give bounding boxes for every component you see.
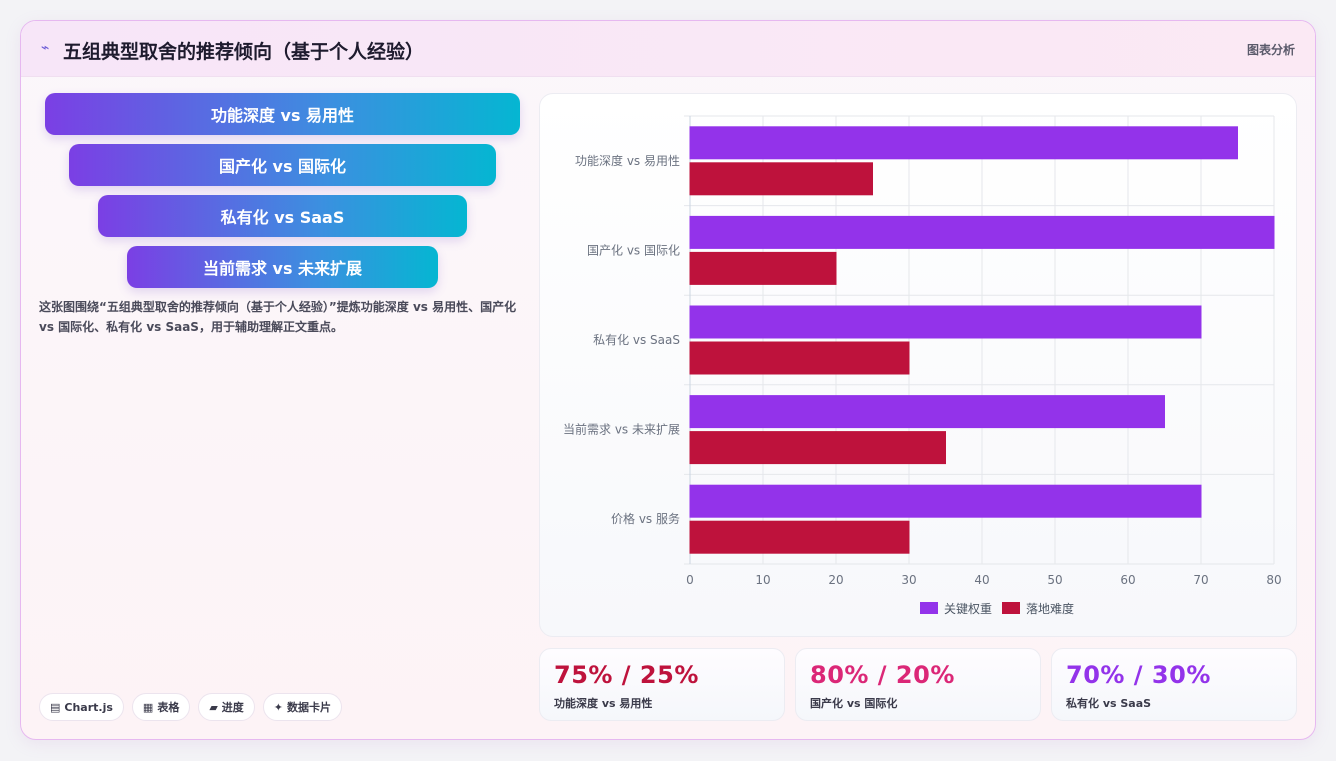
chart-panel: 功能深度 vs 易用性国产化 vs 国际化 私有化 vs SaaS 当前需求 vs …: [539, 93, 1297, 637]
chip-chartjs[interactable]: ▤ Chart.js: [39, 693, 124, 721]
pill-item: 国产化 vs 国际化: [69, 144, 496, 186]
bar: [689, 305, 1202, 339]
chip-label: Chart.js: [64, 700, 113, 714]
chip-progress[interactable]: ▰ 进度: [198, 693, 255, 721]
chip-datacard[interactable]: ✦ 数据卡片: [262, 693, 343, 721]
x-tick-label: 20: [828, 573, 843, 587]
pill-item: 当前需求 vs 未来扩展: [127, 246, 438, 288]
feature-chips: ▤ Chart.js ▦ 表格 ▰ 进度 ✦ 数据卡片: [39, 693, 343, 721]
bar: [689, 520, 910, 554]
y-tick-label: 价格 vs 服务: [611, 511, 680, 526]
bar: [689, 341, 910, 375]
bar: [689, 215, 1275, 249]
datacard-icon: ✦: [273, 700, 284, 714]
stat-card: 80% / 20% 国产化 vs 国际化: [795, 648, 1041, 721]
pill-item: 功能深度 vs 易用性: [45, 93, 520, 135]
bar: [689, 126, 1238, 160]
x-tick-label: 70: [1193, 573, 1208, 587]
sparkle-line-icon: ⌁: [41, 40, 50, 56]
progress-icon: ▰: [209, 700, 218, 714]
x-tick-label: 80: [1266, 573, 1281, 587]
stat-value: 80% / 20%: [810, 661, 955, 689]
legend-swatch: [1002, 602, 1020, 614]
y-tick-label: 私有化 vs SaaS: [593, 333, 680, 347]
stat-card: 70% / 30% 私有化 vs SaaS: [1051, 648, 1297, 721]
chart-analysis-tag: 图表分析: [1246, 43, 1295, 57]
chip-table[interactable]: ▦ 表格: [131, 693, 191, 721]
y-tick-label: 国产化 vs 国际化: [587, 243, 680, 257]
stat-label: 功能深度 vs 易用性: [554, 697, 653, 710]
bar: [689, 431, 946, 465]
x-tick-label: 10: [755, 573, 770, 587]
stat-card: 75% / 25% 功能深度 vs 易用性: [539, 648, 785, 721]
bar: [689, 162, 873, 196]
stat-label: 私有化 vs SaaS: [1066, 697, 1152, 710]
x-tick-label: 30: [901, 573, 916, 587]
stat-value: 70% / 30%: [1066, 661, 1211, 689]
x-tick-label: 0: [686, 573, 694, 587]
x-tick-label: 60: [1120, 573, 1135, 587]
chip-label: 数据卡片: [287, 701, 332, 714]
x-tick-label: 50: [1047, 573, 1062, 587]
y-tick-label: 功能深度 vs 易用性: [575, 153, 680, 168]
chip-label: 表格: [157, 701, 180, 714]
legend-swatch: [920, 602, 938, 614]
chip-label: 进度: [221, 701, 244, 714]
chart-icon: ▤: [50, 700, 61, 714]
x-tick-label: 40: [974, 573, 989, 587]
main-card: ⌁ 五组典型取舍的推荐倾向（基于个人经验） 图表分析 功能深度 vs 易用性 国…: [20, 20, 1316, 740]
stat-value: 75% / 25%: [554, 661, 699, 689]
table-icon: ▦: [142, 700, 154, 714]
legend-label: 落地难度: [1026, 601, 1074, 616]
bar: [689, 251, 837, 285]
page-title: 五组典型取舍的推荐倾向（基于个人经验）: [63, 41, 425, 63]
bar: [689, 484, 1202, 518]
y-tick-label: 当前需求 vs 未来扩展: [563, 422, 680, 437]
pill-item: 私有化 vs SaaS: [98, 195, 467, 237]
description-text: 这张图围绕“五组典型取舍的推荐倾向（基于个人经验）”提炼功能深度 vs 易用性、…: [39, 300, 517, 334]
legend-label: 关键权重: [944, 602, 992, 616]
stat-label: 国产化 vs 国际化: [810, 697, 898, 710]
bar: [689, 395, 1165, 429]
header: ⌁ 五组典型取舍的推荐倾向（基于个人经验） 图表分析: [21, 21, 1315, 77]
